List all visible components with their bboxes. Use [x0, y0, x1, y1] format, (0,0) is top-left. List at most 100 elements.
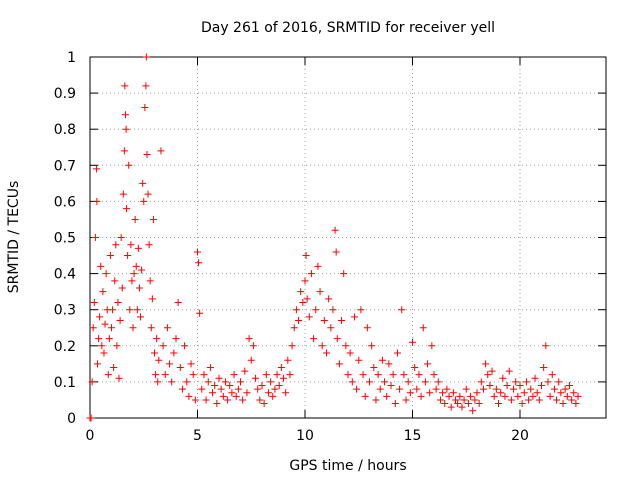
data-point — [151, 349, 158, 357]
data-point — [133, 306, 141, 314]
data-point — [149, 215, 157, 223]
data-point — [176, 363, 184, 371]
data-point — [357, 306, 365, 314]
data-point — [234, 385, 242, 393]
data-point — [243, 389, 251, 397]
data-point — [335, 360, 343, 368]
data-point — [332, 248, 340, 256]
data-point — [464, 400, 472, 408]
data-point — [531, 374, 539, 382]
data-point — [563, 392, 571, 400]
data-point — [510, 385, 518, 393]
data-point — [258, 382, 266, 390]
data-point — [402, 396, 410, 404]
data-point — [142, 82, 150, 90]
data-point — [376, 385, 384, 393]
y-tick-label: 0.9 — [54, 86, 76, 102]
data-point — [529, 392, 537, 400]
data-point — [400, 371, 408, 379]
data-point — [550, 385, 558, 393]
data-point — [131, 215, 139, 223]
data-point — [310, 335, 318, 343]
data-point — [275, 382, 283, 390]
data-point — [247, 356, 255, 364]
data-point — [505, 367, 513, 375]
data-point — [206, 363, 214, 371]
data-point — [436, 396, 444, 404]
data-point — [129, 324, 137, 332]
y-tick-label: 0.8 — [54, 122, 76, 138]
data-point — [484, 371, 492, 379]
data-point — [104, 371, 112, 379]
data-point — [185, 392, 193, 400]
data-point — [189, 371, 197, 379]
data-point — [318, 342, 326, 350]
data-point — [538, 382, 545, 390]
data-point — [98, 342, 106, 350]
data-point — [542, 342, 550, 350]
data-point — [574, 392, 582, 400]
data-point — [540, 363, 548, 371]
grid-lines — [90, 57, 606, 418]
data-point — [194, 248, 201, 256]
x-tick-label: 20 — [511, 428, 529, 444]
data-point — [105, 335, 113, 343]
data-point — [195, 259, 203, 267]
data-point — [366, 378, 373, 386]
data-point — [112, 241, 120, 249]
data-point — [363, 324, 371, 332]
data-point — [155, 356, 163, 364]
data-point — [219, 392, 227, 400]
data-point — [114, 298, 122, 306]
data-point — [391, 400, 399, 408]
data-point — [432, 385, 440, 393]
data-point — [406, 389, 414, 397]
x-tick-label: 15 — [404, 428, 422, 444]
x-axis-label: GPS time / hours — [289, 458, 406, 474]
data-point — [372, 396, 380, 404]
data-point — [404, 378, 412, 386]
data-point — [121, 111, 129, 119]
data-point — [117, 234, 125, 241]
data-point — [159, 342, 167, 350]
data-point — [488, 367, 496, 375]
data-point — [119, 190, 127, 198]
data-point — [327, 324, 335, 332]
data-point — [215, 374, 223, 382]
data-point — [342, 342, 350, 350]
data-point — [559, 400, 567, 408]
y-tick-label: 0.4 — [54, 267, 76, 283]
data-point — [477, 378, 485, 386]
data-point — [344, 371, 352, 379]
data-point — [92, 165, 100, 173]
data-point — [267, 378, 275, 386]
data-point — [458, 403, 466, 411]
data-point — [320, 317, 328, 325]
data-point — [163, 324, 171, 332]
data-point — [115, 374, 123, 382]
data-point — [288, 342, 296, 350]
data-point — [277, 363, 285, 371]
data-point — [533, 389, 541, 397]
y-tick-labels: 0 0.1 0.2 0.3 0.4 0.5 0.6 0.7 0.8 0.9 1 — [54, 50, 76, 427]
data-point — [492, 385, 500, 393]
data-point — [419, 324, 427, 332]
data-point — [127, 241, 135, 249]
data-point — [316, 288, 324, 296]
data-point — [134, 244, 142, 252]
y-tick-label: 0.7 — [54, 158, 76, 174]
data-point — [118, 284, 126, 292]
data-point — [447, 403, 455, 411]
data-point — [482, 360, 490, 368]
data-point — [348, 378, 356, 386]
chart-title: Day 261 of 2016, SRMTID for receiver yel… — [201, 20, 495, 36]
data-point — [520, 389, 528, 397]
data-point — [174, 298, 182, 306]
data-point — [452, 396, 459, 404]
data-point — [106, 252, 114, 260]
y-tick-label: 1 — [67, 50, 76, 66]
y-tick-label: 0.3 — [54, 303, 76, 319]
data-point — [211, 382, 219, 390]
y-tick-label: 0.2 — [54, 339, 76, 355]
data-point — [241, 367, 249, 375]
